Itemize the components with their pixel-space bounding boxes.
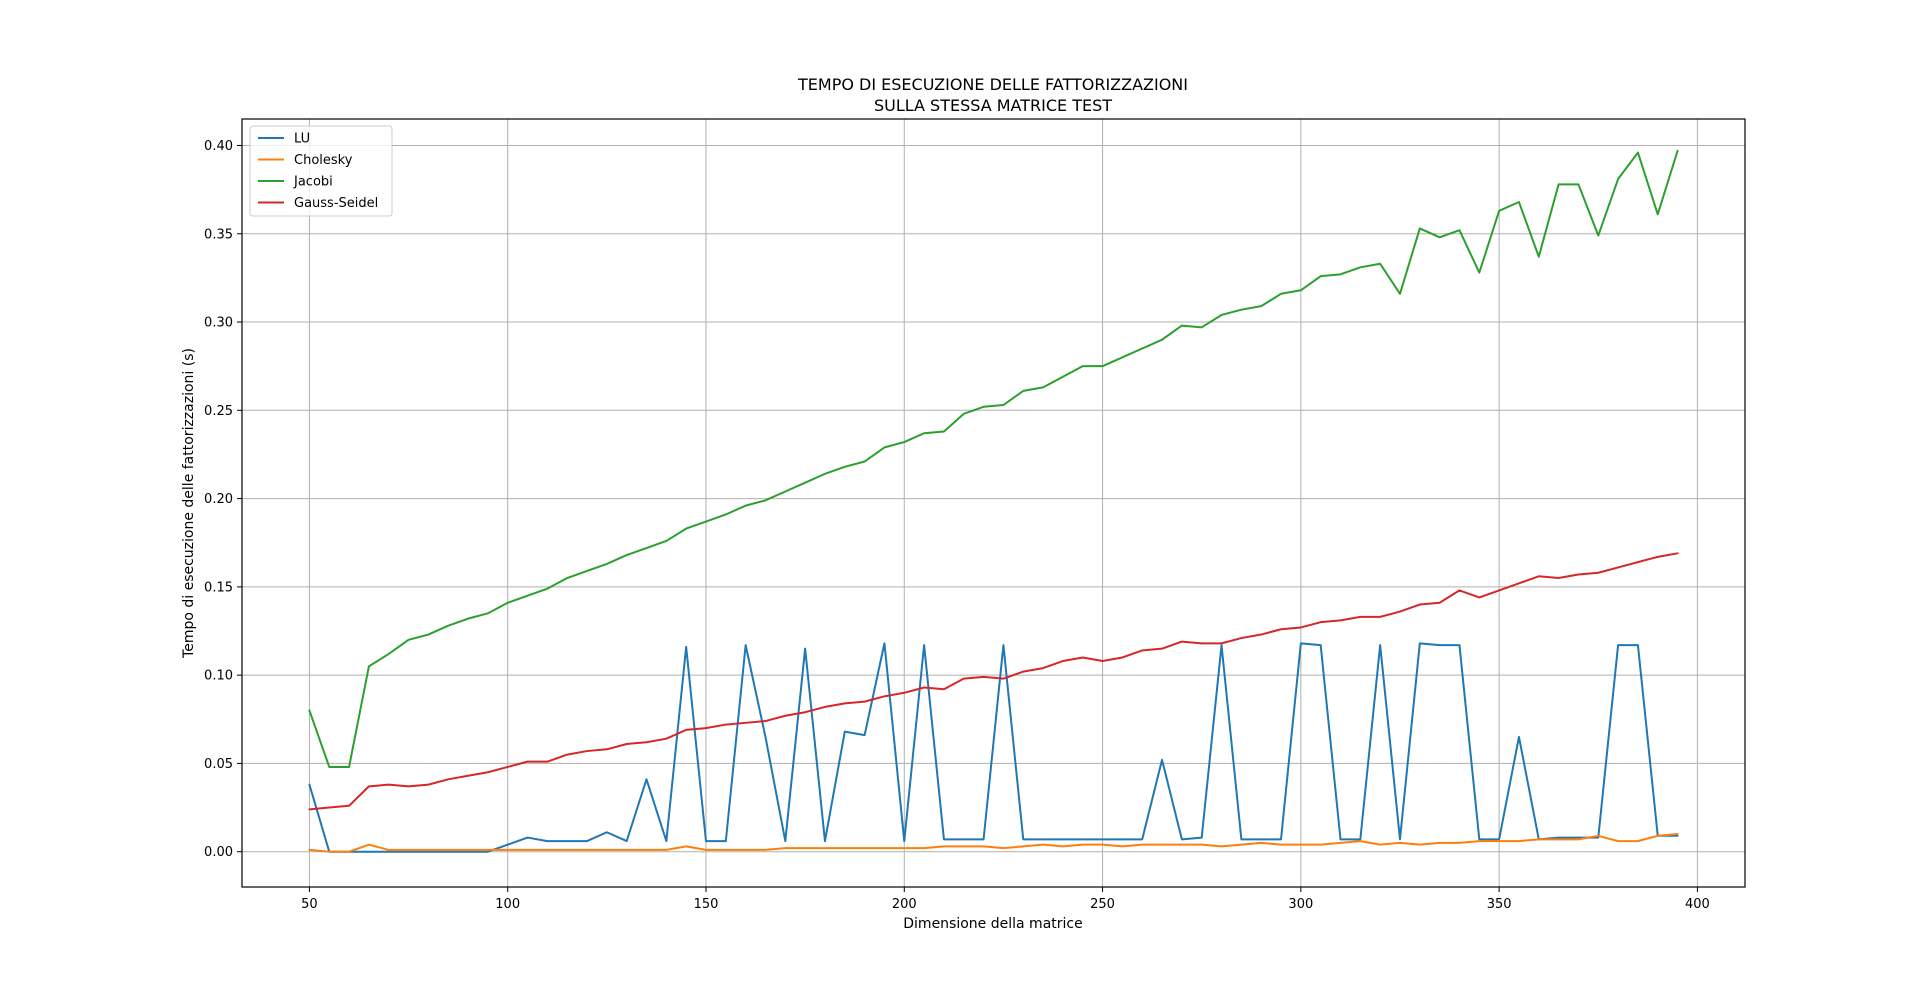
y-axis-label: Tempo di esecuzione delle fattorizzazion…: [181, 348, 197, 659]
legend-label-gauss-seidel: Gauss-Seidel: [294, 196, 378, 211]
chart-title-line-1: TEMPO DI ESECUZIONE DELLE FATTORIZZAZION…: [797, 75, 1188, 94]
legend-label-cholesky: Cholesky: [294, 153, 353, 168]
chart-title-line-2: SULLA STESSA MATRICE TEST: [874, 96, 1112, 115]
legend-label-lu: LU: [294, 132, 310, 147]
ticks: 50 100 150 200 250 300 350 400 0.00 0.05 0.10 0.15 0…: [204, 139, 1710, 912]
x-tick-label: 50: [301, 897, 318, 912]
y-tick-label: 0.15: [204, 580, 233, 595]
x-tick-label: 300: [1288, 897, 1313, 912]
y-tick-label: 0.25: [204, 404, 233, 419]
y-tick-label: 0.10: [204, 669, 233, 684]
x-tick-label: 400: [1685, 897, 1710, 912]
x-tick-label: 100: [495, 897, 520, 912]
series-lines: [308, 149, 1679, 853]
y-tick-label: 0.00: [204, 845, 233, 860]
x-axis-label: Dimensione della matrice: [903, 916, 1082, 932]
series-line-lu: [308, 642, 1679, 853]
y-tick-label: 0.20: [204, 492, 233, 507]
legend-box: [249, 125, 393, 217]
y-tick-label: 0.30: [204, 316, 233, 331]
grid: [242, 119, 1745, 887]
y-tick-label: 0.35: [204, 227, 233, 242]
series-line-cholesky: [308, 833, 1679, 853]
y-tick-label: 0.40: [204, 139, 233, 154]
plot-frame: [241, 118, 1746, 888]
y-tick-label: 0.05: [204, 757, 233, 772]
x-tick-label: 350: [1487, 897, 1512, 912]
x-tick-label: 200: [892, 897, 917, 912]
series-line-gauss-seidel: [308, 552, 1679, 811]
x-tick-label: 250: [1090, 897, 1115, 912]
x-tick-label: 150: [694, 897, 719, 912]
legend-label-jacobi: Jacobi: [293, 175, 333, 190]
series-line-jacobi: [308, 149, 1679, 768]
legend: LU Cholesky Jacobi Gauss-Seidel: [249, 125, 393, 217]
